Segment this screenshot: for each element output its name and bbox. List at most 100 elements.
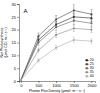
marker (91, 13, 93, 15)
series-line (21, 10, 92, 80)
legend-swatch (85, 60, 89, 61)
legend-label: 40 (90, 74, 94, 78)
series (20, 4, 93, 81)
x-tick-label: 500 (36, 83, 43, 88)
error-bar (73, 37, 75, 42)
marker (91, 22, 93, 24)
marker (38, 42, 40, 44)
series-line (21, 21, 92, 81)
error-bar (90, 39, 92, 44)
marker (55, 47, 57, 49)
y-axis: 0 5 10 15 20 25 30 (12, 2, 20, 84)
marker (91, 40, 93, 42)
error-bar (20, 79, 22, 81)
x-tick: 1500 (70, 81, 80, 88)
marker (20, 79, 22, 81)
x-tick-label: 0 (20, 83, 23, 88)
error-bar (37, 48, 39, 52)
y-tick-mark (17, 4, 19, 5)
error-bar (37, 40, 39, 45)
legend-swatch (85, 64, 89, 65)
y-tick-label: 20 (12, 27, 17, 32)
x-tick: 0 (20, 81, 23, 88)
x-tick: 500 (36, 81, 43, 88)
y-tick-mark (17, 55, 19, 56)
error-bar (73, 17, 75, 25)
legend-marker (86, 63, 88, 65)
y-tick-label: 5 (14, 66, 17, 71)
y-tick: 15 (12, 40, 19, 45)
error-bar (20, 79, 22, 81)
series (20, 17, 93, 81)
x-tick-label: 2000 (88, 83, 98, 88)
series (20, 37, 93, 81)
error-bar (20, 79, 22, 81)
marker (20, 79, 22, 81)
legend-marker (86, 67, 88, 69)
series-line (21, 17, 92, 80)
legend-swatch (85, 72, 89, 73)
error-bar (90, 10, 92, 19)
error-bar (55, 45, 57, 50)
y-tick: 10 (12, 53, 19, 58)
series-line (21, 40, 92, 80)
marker (73, 20, 75, 22)
error-bar (73, 4, 75, 17)
y-axis-title-line: (μmol CO₂ m⁻² s⁻¹) (4, 27, 8, 57)
marker (55, 26, 57, 28)
error-bar (55, 24, 57, 31)
x-tick-label: 1000 (52, 83, 62, 88)
chart-container: 0500100015002000051015202530APhoton Flux… (0, 0, 100, 93)
x-tick-label: 1500 (70, 83, 80, 88)
marker (38, 60, 40, 62)
marker (55, 19, 57, 21)
y-tick-label: 30 (12, 2, 17, 7)
error-bar (20, 79, 22, 81)
y-tick: 30 (12, 2, 19, 7)
series-line (21, 28, 92, 80)
y-tick: 5 (14, 66, 19, 71)
error-bar (73, 25, 75, 31)
y-tick: 0 (14, 79, 19, 84)
legend-marker (86, 59, 88, 61)
error-bar (55, 16, 57, 24)
y-tick-mark (17, 68, 19, 69)
legend-swatch (85, 76, 89, 77)
error-bar (37, 33, 39, 39)
marker (20, 79, 22, 81)
x-tick: 2000 (88, 81, 98, 88)
legend-marker (86, 71, 88, 73)
y-tick-label: 10 (12, 53, 17, 58)
error-bar (20, 79, 22, 81)
error-bar (37, 59, 39, 63)
marker (20, 79, 22, 81)
legend-swatch (85, 68, 89, 69)
y-tick-mark (17, 43, 19, 44)
marker (73, 10, 75, 12)
marker (38, 35, 40, 37)
y-tick: 25 (12, 15, 19, 20)
plot-area (20, 4, 93, 81)
legend: 2025303540 (85, 58, 94, 78)
marker (55, 34, 57, 36)
y-tick-label: 15 (12, 40, 17, 45)
y-tick-label: 0 (14, 79, 17, 84)
error-bar (90, 20, 92, 27)
error-bar (90, 27, 92, 33)
marker (73, 28, 75, 30)
legend-item: 40 (85, 74, 94, 78)
x-tick: 1000 (52, 81, 62, 88)
marker (73, 39, 75, 41)
marker (38, 49, 40, 51)
error-bar (55, 32, 57, 37)
marker (20, 79, 22, 81)
y-tick: 20 (12, 27, 19, 32)
y-tick-mark (17, 30, 19, 31)
x-axis-title: Photon Flux Density (μmol² m⁻² s⁻¹) (29, 89, 85, 93)
series (20, 13, 93, 81)
y-axis-line (17, 5, 20, 82)
series (20, 25, 93, 81)
marker (91, 29, 93, 31)
x-axis: 0 500 1000 1500 2000 (20, 81, 98, 88)
y-tick-mark (17, 81, 19, 82)
